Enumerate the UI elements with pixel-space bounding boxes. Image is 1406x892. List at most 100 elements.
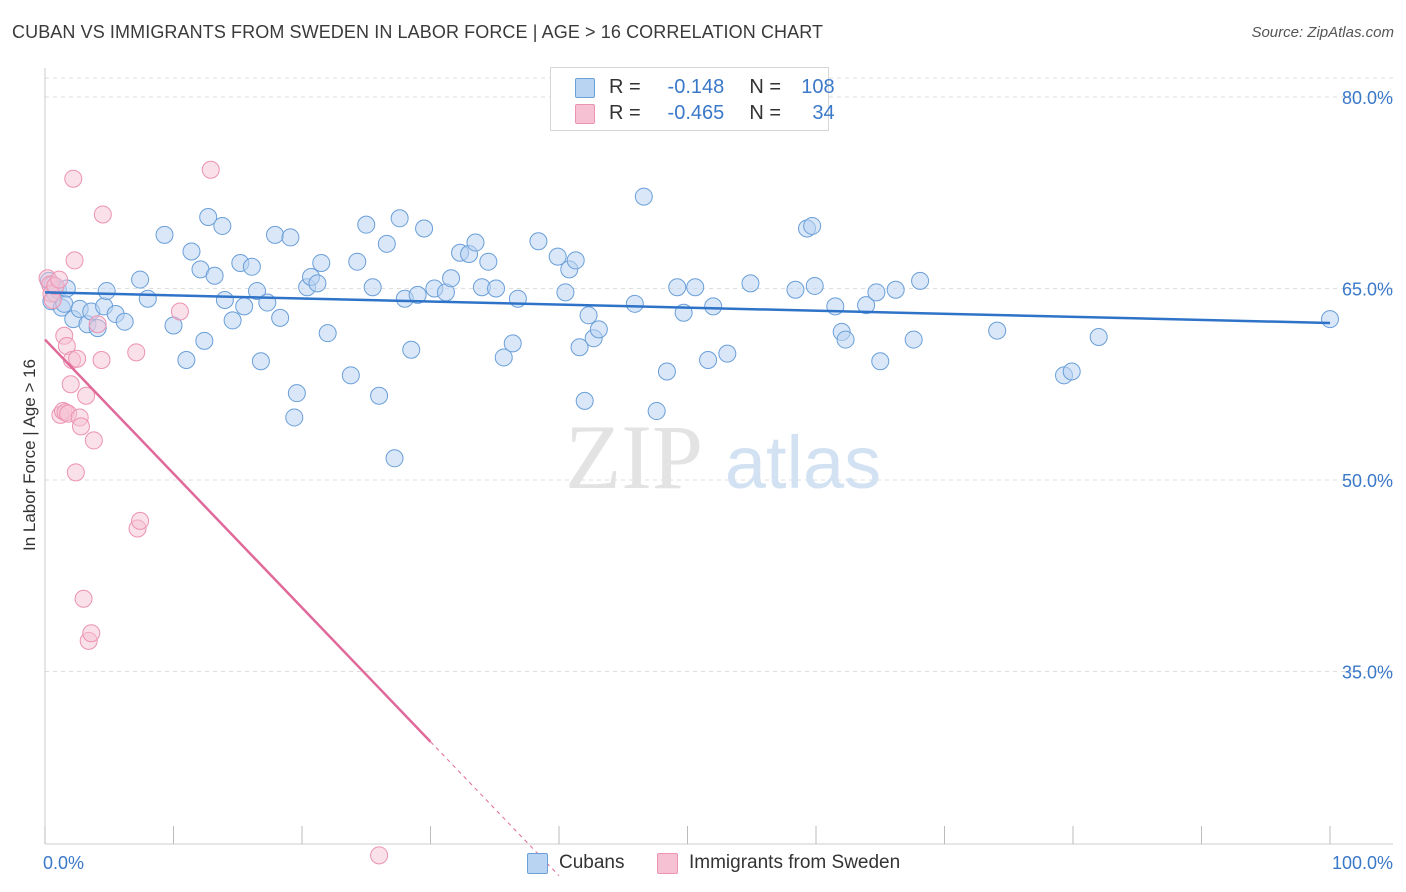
cubans-point <box>377 234 396 253</box>
cubans-point <box>904 330 923 349</box>
series-cubans <box>39 187 1339 468</box>
cubans-point <box>988 321 1007 340</box>
sweden-point <box>77 386 96 405</box>
r-label: R = <box>609 102 641 124</box>
cubans-point <box>634 187 653 206</box>
cubans-point <box>503 334 522 353</box>
legend-sweden-label: Immigrants from Sweden <box>689 852 901 873</box>
chart-title: CUBAN VS IMMIGRANTS FROM SWEDEN IN LABOR… <box>12 22 824 42</box>
sweden-point <box>64 169 83 188</box>
cubans-point <box>205 266 224 285</box>
cubans-point <box>570 338 589 357</box>
cubans-point <box>348 252 367 271</box>
cubans-point <box>911 271 930 290</box>
sweden-point <box>127 343 146 362</box>
cubans-point <box>566 251 585 270</box>
cubans-point <box>548 247 567 266</box>
y-axis-label: In Labor Force | Age > 16 <box>20 358 39 552</box>
cubans-point <box>408 285 427 304</box>
cubans-point <box>836 330 855 349</box>
sweden-point <box>131 511 150 530</box>
cubans-point <box>97 282 116 301</box>
cubans-point <box>235 297 254 316</box>
cubans-point <box>385 449 404 468</box>
sweden-point <box>82 624 101 643</box>
sweden-swatch <box>575 104 595 124</box>
y-tick-label: 35.0% <box>1342 663 1393 683</box>
cubans-point <box>390 209 409 228</box>
x-tick-label: 100.0% <box>1332 853 1393 873</box>
cubans-point <box>415 219 434 238</box>
cubans-point <box>1062 362 1081 381</box>
source-credit: Source: ZipAtlas.com <box>1251 24 1394 41</box>
cubans-point <box>579 306 598 325</box>
cubans-point <box>487 279 506 298</box>
cubans-point <box>857 296 876 315</box>
sweden-point <box>71 417 90 436</box>
sweden-point <box>370 846 389 865</box>
cubans-point <box>786 280 805 299</box>
cubans-point <box>318 324 337 343</box>
cubans-point <box>699 350 718 369</box>
cubans-point <box>625 294 644 313</box>
sweden-point <box>68 349 87 368</box>
cubans-point <box>287 384 306 403</box>
cubans-point <box>242 257 261 276</box>
cubans-point <box>131 270 150 289</box>
cubans-trendline <box>44 291 1331 325</box>
cubans-point <box>589 320 608 339</box>
cubans-point <box>251 352 270 371</box>
cubans-point <box>271 308 290 327</box>
sweden-point <box>93 205 112 224</box>
cubans-point <box>248 282 267 301</box>
cubans-point <box>155 225 174 244</box>
cubans-point <box>357 215 376 234</box>
cubans-point <box>686 278 705 297</box>
cubans-point <box>718 344 737 363</box>
cubans-point <box>1089 328 1108 347</box>
sweden-swatch <box>657 853 678 874</box>
cubans-point <box>657 362 676 381</box>
n-value: 34 <box>812 102 835 124</box>
cubans-point <box>805 276 824 295</box>
watermark-zip: ZIP <box>565 406 703 508</box>
cubans-point <box>370 386 389 405</box>
watermark: ZIP atlas <box>565 406 881 508</box>
cubans-point <box>886 280 905 299</box>
cubans-swatch <box>575 78 595 98</box>
legend-cubans-label: Cubans <box>559 852 625 873</box>
trendlines <box>44 291 1331 877</box>
cubans-point <box>363 278 382 297</box>
cubans-point <box>308 274 327 293</box>
n-label: N = <box>749 76 782 98</box>
r-value: -0.148 <box>667 76 725 98</box>
axes <box>44 68 1393 845</box>
cubans-point <box>213 216 232 235</box>
sweden-point <box>74 589 93 608</box>
sweden-point <box>92 350 111 369</box>
cubans-point <box>466 233 485 252</box>
r-label: R = <box>609 76 641 98</box>
cubans-point <box>867 283 886 302</box>
cubans-point <box>647 402 666 421</box>
legend-row-text: R = -0.148 N = 108 <box>609 76 835 99</box>
sweden-point <box>50 270 69 289</box>
watermark-atlas: atlas <box>725 421 881 504</box>
cubans-point <box>341 366 360 385</box>
cubans-point <box>442 269 461 288</box>
y-tick-label: 50.0% <box>1342 471 1393 491</box>
legend-row-text: R = -0.465 N = 34 <box>609 102 835 125</box>
cubans-point <box>177 350 196 369</box>
cubans-point <box>529 232 548 251</box>
cubans-point <box>479 252 498 271</box>
cubans-point <box>138 289 157 308</box>
cubans-point <box>402 340 421 359</box>
cubans-point <box>115 312 134 331</box>
cubans-point <box>215 290 234 309</box>
cubans-point <box>556 283 575 302</box>
cubans-point <box>803 216 822 235</box>
cubans-point <box>494 348 513 367</box>
sweden-point <box>170 302 189 321</box>
cubans-point <box>668 278 687 297</box>
